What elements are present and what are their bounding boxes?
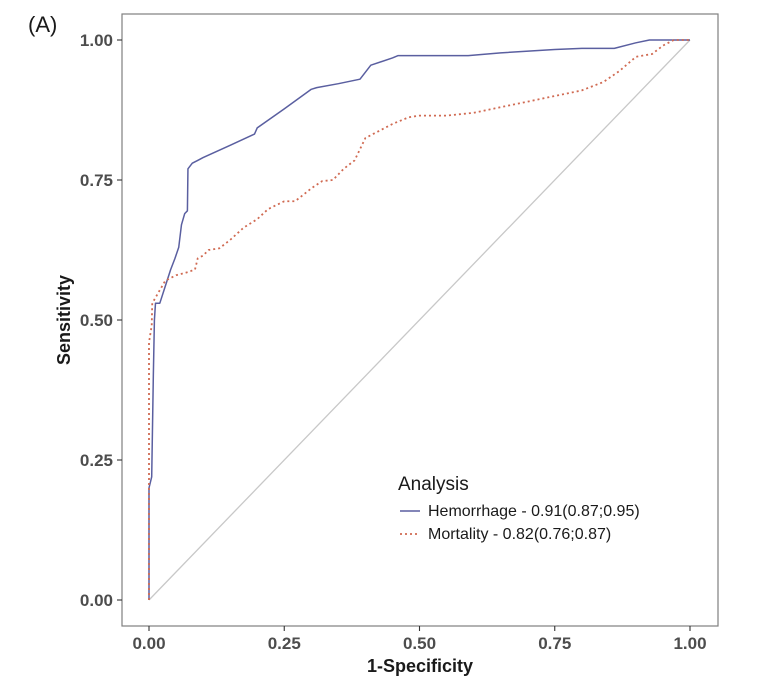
y-tick-label: 0.25 [80, 451, 113, 470]
x-axis-ticks: 0.00 0.25 0.50 0.75 1.00 [132, 626, 707, 653]
legend-label-mortality: Mortality - 0.82(0.76;0.87) [428, 526, 611, 543]
x-tick-label: 0.75 [538, 634, 571, 653]
y-tick-label: 0.75 [80, 171, 113, 190]
legend-title: Analysis [398, 474, 469, 495]
legend: Analysis Hemorrhage - 0.91(0.87;0.95) Mo… [398, 474, 640, 543]
x-tick-label: 0.00 [132, 634, 165, 653]
legend-label-hemorrhage: Hemorrhage - 0.91(0.87;0.95) [428, 503, 640, 520]
x-tick-label: 0.50 [403, 634, 436, 653]
x-tick-label: 1.00 [673, 634, 706, 653]
x-tick-label: 0.25 [268, 634, 301, 653]
y-tick-label: 1.00 [80, 31, 113, 50]
hemorrhage-roc-curve [148, 39, 690, 600]
panel-label: (A) [28, 12, 57, 37]
y-tick-label: 0.50 [80, 311, 113, 330]
y-axis-ticks: 0.00 0.25 0.50 0.75 1.00 [80, 31, 122, 610]
mortality-roc-curve [148, 39, 690, 600]
y-axis-title: Sensitivity [54, 275, 74, 365]
y-tick-label: 0.00 [80, 591, 113, 610]
reference-diagonal-line [148, 39, 691, 601]
x-axis-title: 1-Specificity [367, 656, 473, 676]
roc-curves [148, 39, 690, 600]
